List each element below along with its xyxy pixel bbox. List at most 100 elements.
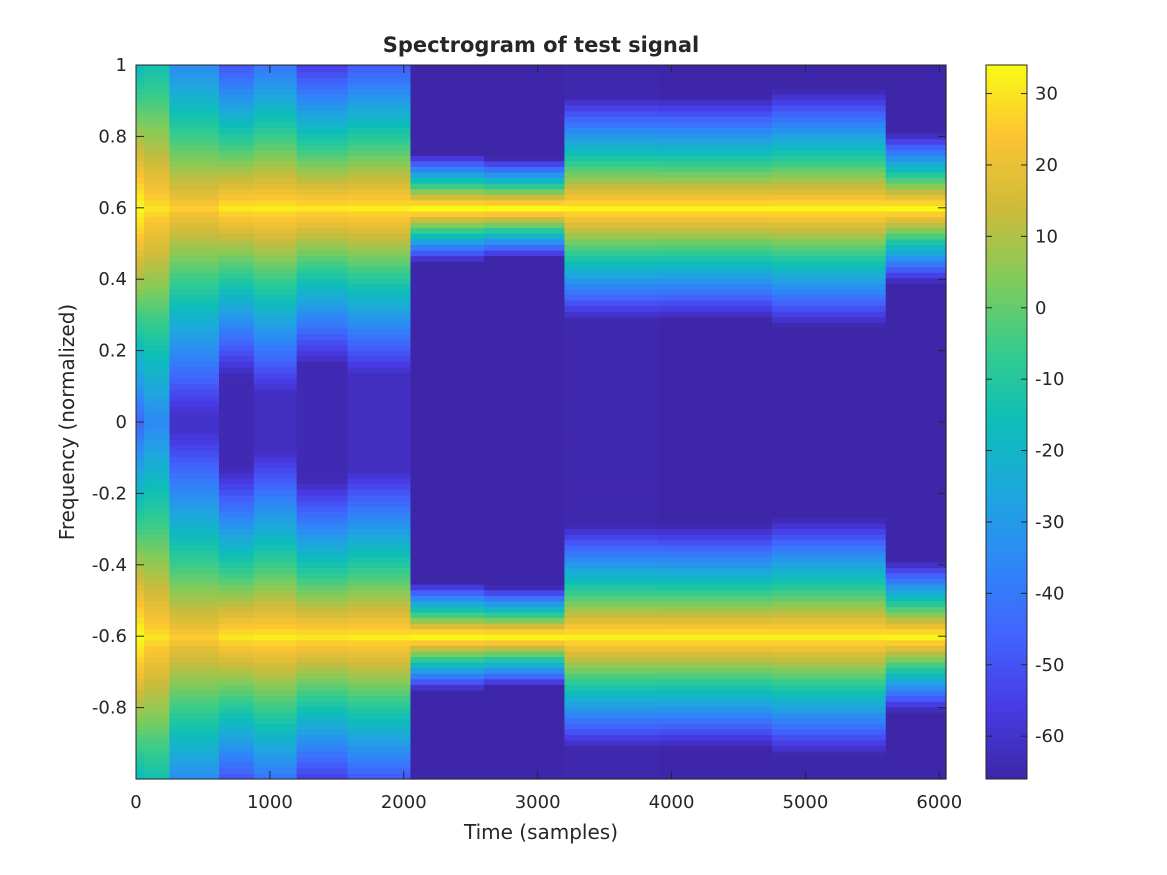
- heatmap-cell: [564, 311, 659, 318]
- heatmap-cell: [296, 316, 349, 323]
- heatmap-cell: [658, 216, 773, 223]
- heatmap-cell: [347, 227, 412, 234]
- heatmap-cell: [219, 522, 255, 529]
- heatmap-cell: [885, 533, 947, 541]
- heatmap-cell: [771, 611, 887, 619]
- heatmap-cell: [169, 227, 220, 234]
- heatmap-cell: [169, 188, 220, 195]
- y-tick-label: 0.8: [98, 126, 127, 147]
- heatmap-cell: [410, 355, 485, 362]
- heatmap-cell: [410, 561, 485, 568]
- heatmap-cell: [144, 411, 171, 418]
- heatmap-cell: [885, 728, 947, 736]
- heatmap-cell: [347, 255, 412, 262]
- heatmap-cell: [564, 539, 659, 546]
- heatmap-cell: [296, 773, 349, 780]
- heatmap-cell: [771, 405, 887, 413]
- heatmap-cell: [219, 405, 255, 413]
- heatmap-cell: [484, 66, 566, 73]
- heatmap-cell: [564, 327, 659, 335]
- heatmap-cell: [484, 595, 566, 602]
- heatmap-cell: [144, 439, 171, 446]
- x-tick-label: 4000: [649, 792, 695, 813]
- heatmap-cell: [144, 249, 171, 257]
- heatmap-cell: [169, 261, 220, 268]
- heatmap-cell: [219, 517, 255, 524]
- heatmap-cell: [296, 461, 349, 468]
- heatmap-cell: [253, 467, 298, 474]
- heatmap-cell: [253, 439, 298, 446]
- heatmap-cell: [296, 494, 349, 502]
- heatmap-cell: [169, 611, 220, 619]
- heatmap-cell: [771, 545, 887, 552]
- heatmap-cell: [253, 127, 298, 134]
- heatmap-cell: [484, 316, 566, 323]
- heatmap-cell: [136, 773, 145, 780]
- heatmap-cell: [484, 266, 566, 273]
- heatmap-cell: [410, 378, 485, 385]
- heatmap-cell: [484, 689, 566, 697]
- heatmap-cell: [219, 751, 255, 758]
- heatmap-cell: [347, 160, 412, 167]
- heatmap-cell: [564, 645, 659, 652]
- heatmap-cell: [169, 678, 220, 685]
- heatmap-cell: [136, 288, 145, 296]
- heatmap-cell: [410, 93, 485, 101]
- heatmap-cell: [219, 110, 255, 117]
- heatmap-cell: [253, 767, 298, 775]
- heatmap-cell: [885, 66, 947, 73]
- heatmap-cell: [658, 116, 773, 123]
- heatmap-cell: [296, 489, 349, 496]
- heatmap-cell: [169, 322, 220, 329]
- heatmap-cell: [136, 556, 145, 563]
- heatmap-cell: [136, 728, 145, 736]
- heatmap-cell: [144, 383, 171, 390]
- heatmap-cell: [564, 210, 659, 218]
- heatmap-cell: [253, 138, 298, 145]
- heatmap-cell: [410, 762, 485, 769]
- heatmap-cell: [484, 467, 566, 474]
- heatmap-cell: [347, 283, 412, 290]
- heatmap-cell: [136, 611, 145, 619]
- heatmap-cell: [658, 556, 773, 563]
- heatmap-cell: [347, 261, 412, 268]
- heatmap-cell: [885, 350, 947, 357]
- heatmap-cell: [484, 444, 566, 452]
- heatmap-cell: [410, 455, 485, 463]
- heatmap-cell: [564, 350, 659, 357]
- heatmap-cell: [169, 327, 220, 335]
- heatmap-cell: [296, 127, 349, 134]
- heatmap-cell: [347, 467, 412, 474]
- heatmap-cell: [564, 667, 659, 674]
- heatmap-cell: [136, 171, 145, 179]
- heatmap-cell: [658, 545, 773, 552]
- heatmap-cell: [296, 662, 349, 669]
- heatmap-cell: [144, 751, 171, 758]
- heatmap-cell: [658, 327, 773, 335]
- heatmap-cell: [169, 249, 220, 257]
- heatmap-cell: [253, 344, 298, 351]
- heatmap-cell: [347, 740, 412, 747]
- heatmap-cell: [484, 550, 566, 557]
- heatmap-cell: [771, 344, 887, 351]
- heatmap-cell: [410, 628, 485, 635]
- heatmap-cell: [484, 249, 566, 257]
- heatmap-cell: [564, 650, 659, 658]
- heatmap-cell: [136, 210, 145, 218]
- heatmap-cell: [564, 545, 659, 552]
- heatmap-cell: [410, 327, 485, 335]
- heatmap-cell: [410, 639, 485, 646]
- heatmap-cell: [484, 333, 566, 340]
- heatmap-cell: [169, 773, 220, 780]
- heatmap-cell: [885, 740, 947, 747]
- heatmap-cell: [144, 511, 171, 518]
- heatmap-cell: [144, 389, 171, 396]
- heatmap-cell: [296, 233, 349, 240]
- heatmap-cell: [144, 706, 171, 713]
- heatmap-cell: [169, 422, 220, 429]
- heatmap-cell: [347, 417, 412, 424]
- heatmap-cell: [347, 288, 412, 296]
- heatmap-cell: [296, 450, 349, 457]
- heatmap-cell: [253, 366, 298, 374]
- heatmap-cell: [136, 188, 145, 195]
